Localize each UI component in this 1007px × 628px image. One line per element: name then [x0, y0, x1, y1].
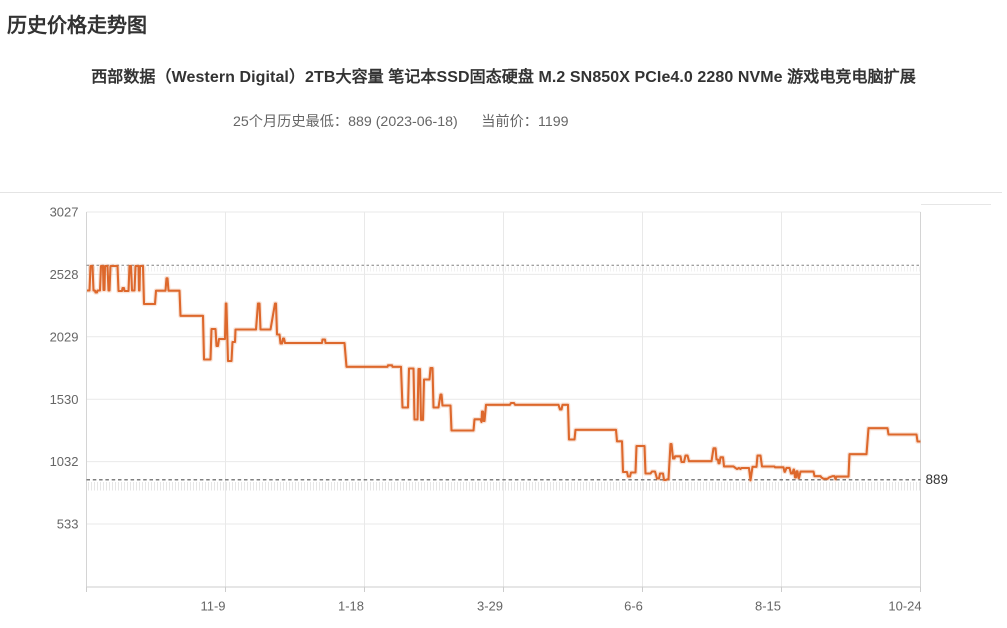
- svg-text:6-6: 6-6: [624, 599, 643, 614]
- svg-text:2029: 2029: [50, 329, 79, 344]
- svg-text:8-15: 8-15: [755, 599, 781, 614]
- svg-text:11-9: 11-9: [200, 599, 225, 614]
- svg-text:889: 889: [926, 472, 949, 487]
- svg-text:1032: 1032: [50, 454, 79, 469]
- svg-text:1-18: 1-18: [338, 599, 364, 614]
- svg-text:2528: 2528: [50, 267, 79, 282]
- svg-text:10-24: 10-24: [888, 599, 921, 614]
- svg-text:533: 533: [57, 517, 79, 532]
- svg-text:3-29: 3-29: [477, 599, 503, 614]
- svg-text:3027: 3027: [50, 205, 79, 220]
- svg-text:1530: 1530: [50, 392, 79, 407]
